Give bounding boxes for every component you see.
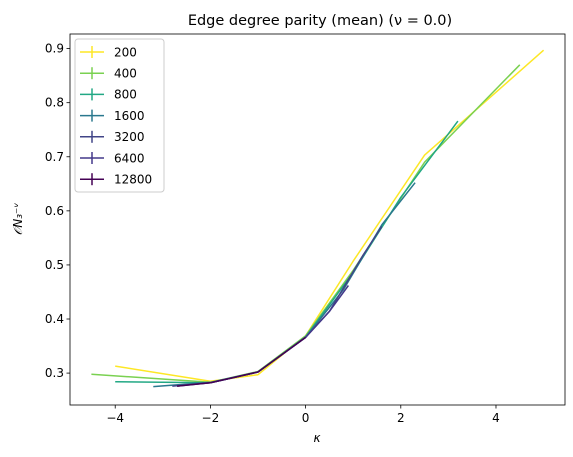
- legend: 200 400 800 1600 3200 6400 12800: [74, 38, 165, 193]
- x-axis-ticks: −4 −2 0 2 4: [106, 405, 500, 425]
- legend-label: 6400: [114, 151, 145, 165]
- x-tick-label: 2: [397, 411, 405, 425]
- legend-label: 400: [114, 67, 137, 81]
- chart-title: Edge degree parity (mean) (ν = 0.0): [188, 13, 452, 29]
- y-tick-label: 0.3: [45, 366, 64, 380]
- y-tick-label: 0.4: [45, 312, 64, 326]
- y-tick-label: 0.8: [45, 96, 64, 110]
- plot-frame: [69, 33, 566, 406]
- legend-box: [74, 38, 165, 193]
- series-layer: [91, 49, 545, 388]
- series-line-12800: [177, 336, 307, 387]
- legend-label: 1600: [114, 109, 145, 123]
- x-tick-label: 4: [492, 411, 500, 425]
- legend-label: 200: [114, 45, 137, 59]
- x-tick-label: −2: [202, 411, 220, 425]
- y-tick-label: 0.9: [45, 42, 64, 56]
- y-tick-label: 0.6: [45, 204, 64, 218]
- x-axis-label: κ: [313, 431, 321, 445]
- y-tick-label: 0.7: [45, 150, 64, 164]
- legend-label: 12800: [114, 173, 152, 187]
- y-tick-label: 0.5: [45, 258, 64, 272]
- y-axis-ticks: 0.3 0.4 0.5 0.6 0.7 0.8 0.9: [45, 42, 70, 380]
- legend-label: 3200: [114, 130, 145, 144]
- legend-label: 800: [114, 88, 137, 102]
- x-tick-label: −4: [106, 411, 124, 425]
- legend-items: 200 400 800 1600 3200 6400 12800: [80, 45, 152, 187]
- x-tick-label: 0: [302, 411, 310, 425]
- y-axis-label: 𝒪N₃⁻ᵛ: [11, 203, 25, 236]
